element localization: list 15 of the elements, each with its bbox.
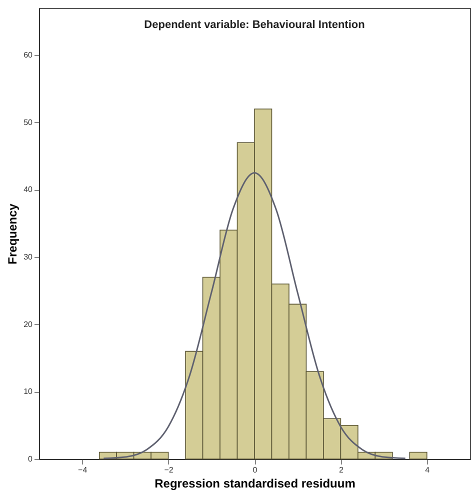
x-tick-label: 2 — [338, 466, 344, 474]
y-tick-label: 20 — [24, 320, 34, 329]
y-tick-label: 30 — [24, 252, 34, 262]
y-tick-label: 10 — [24, 387, 34, 396]
x-tick-label: −2 — [164, 466, 174, 474]
y-tick-label: 40 — [24, 185, 34, 194]
y-tick-label: 50 — [24, 118, 34, 127]
x-tick-label: 4 — [425, 466, 430, 474]
x-tick-label: 0 — [252, 466, 258, 474]
x-axis-title: Regression standardised residuum — [154, 476, 356, 490]
y-tick-label: 0 — [28, 454, 34, 464]
y-tick-label: 60 — [24, 50, 34, 60]
y-axis-title: Frequency — [6, 203, 20, 264]
x-tick-label: −4 — [78, 466, 88, 474]
text: Dependent variable: Behavioural Intention — [144, 19, 366, 31]
